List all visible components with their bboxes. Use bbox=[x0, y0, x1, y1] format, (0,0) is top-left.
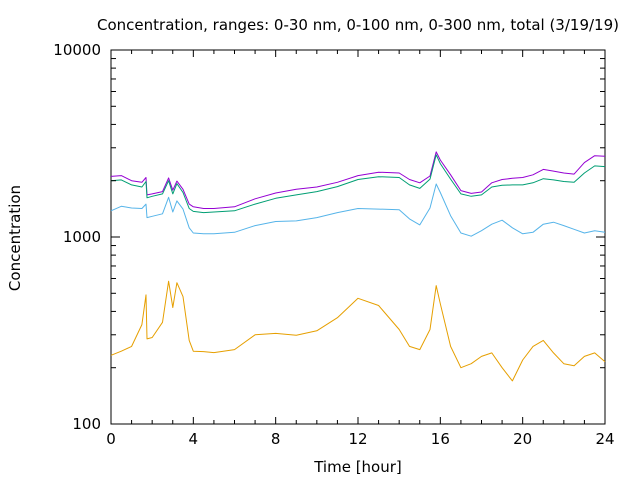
y-tick-label: 10000 bbox=[53, 41, 101, 59]
y-axis-label: Concentration bbox=[6, 185, 24, 291]
x-tick-label: 16 bbox=[431, 430, 450, 448]
y-tick-label: 100 bbox=[72, 415, 101, 433]
x-tick-label: 0 bbox=[106, 430, 116, 448]
chart-title: Concentration, ranges: 0-30 nm, 0-100 nm… bbox=[97, 16, 619, 34]
series-line-4 bbox=[110, 280, 606, 382]
x-tick-label: 4 bbox=[189, 430, 199, 448]
series-line-2 bbox=[110, 154, 606, 214]
ticks-layer: 0 4 8 12 16 20 24 100 1000 10000 bbox=[53, 41, 614, 448]
x-axis-label: Time [hour] bbox=[313, 458, 402, 476]
series-line-1 bbox=[110, 151, 606, 209]
series-line-3 bbox=[110, 183, 606, 237]
y-tick-label: 1000 bbox=[63, 228, 101, 246]
plot-border bbox=[110, 49, 606, 425]
x-tick-label: 12 bbox=[348, 430, 367, 448]
x-tick-label: 24 bbox=[595, 430, 614, 448]
plot-frame bbox=[110, 49, 606, 425]
x-tick-label: 8 bbox=[271, 430, 281, 448]
x-tick-label: 20 bbox=[513, 430, 532, 448]
series-layer bbox=[110, 151, 606, 382]
